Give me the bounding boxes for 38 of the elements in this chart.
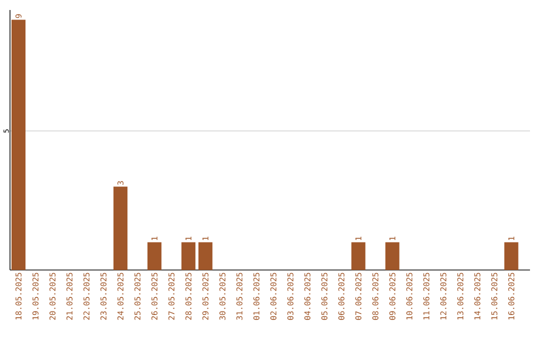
x-tick-label: 19.05.2025 — [32, 272, 39, 320]
x-tick-label: 27.05.2025 — [168, 272, 174, 320]
x-tick-label: 03.06.2025 — [287, 272, 294, 320]
data-label: 1 — [355, 236, 362, 240]
x-tick-label: 01.06.2025 — [253, 272, 260, 320]
data-label: 1 — [389, 236, 396, 240]
x-tick-label: 04.06.2025 — [304, 272, 310, 320]
x-tick-label: 10.06.2025 — [406, 272, 412, 320]
x-tick-label: 14.06.2025 — [474, 272, 480, 320]
x-tick-label: 23.05.2025 — [100, 272, 106, 320]
x-tick-label: 13.06.2025 — [457, 272, 464, 320]
x-tick-label: 22.05.2025 — [83, 272, 90, 320]
x-tick-label: 29.05.2025 — [202, 272, 208, 320]
x-tick-label: 18.05.2025 — [15, 272, 22, 320]
x-tick-label: 11.06.2025 — [423, 272, 430, 320]
x-tick-label: 12.06.2025 — [440, 272, 446, 320]
x-tick-label: 25.05.2025 — [134, 272, 140, 320]
x-tick-label: 16.06.2025 — [508, 272, 514, 320]
x-tick-label: 02.06.2025 — [270, 272, 276, 320]
data-label: 1 — [202, 236, 208, 240]
x-tick-label: 05.06.2025 — [321, 272, 328, 320]
x-tick-label: 20.05.2025 — [49, 272, 56, 320]
data-label: 1 — [186, 236, 192, 240]
x-tick-label: 08.06.2025 — [372, 272, 378, 320]
x-tick-label: 24.05.2025 — [117, 272, 124, 320]
x-tick-label: 07.06.2025 — [355, 272, 362, 320]
x-tick-label: 31.05.2025 — [236, 272, 242, 320]
data-label: 9 — [15, 14, 22, 18]
x-tick-label: 26.05.2025 — [151, 272, 158, 320]
x-tick-label: 15.06.2025 — [491, 272, 498, 320]
x-tick-label: 06.06.2025 — [338, 272, 344, 320]
data-label: 1 — [152, 236, 158, 240]
x-tick-label: 21.05.2025 — [66, 272, 72, 320]
data-label: 3 — [117, 181, 124, 185]
x-tick-label: 09.06.2025 — [389, 272, 396, 320]
x-tick-label: 30.05.2025 — [219, 272, 226, 320]
x-tick-label: 28.05.2025 — [185, 272, 192, 320]
data-label: 1 — [508, 236, 514, 240]
